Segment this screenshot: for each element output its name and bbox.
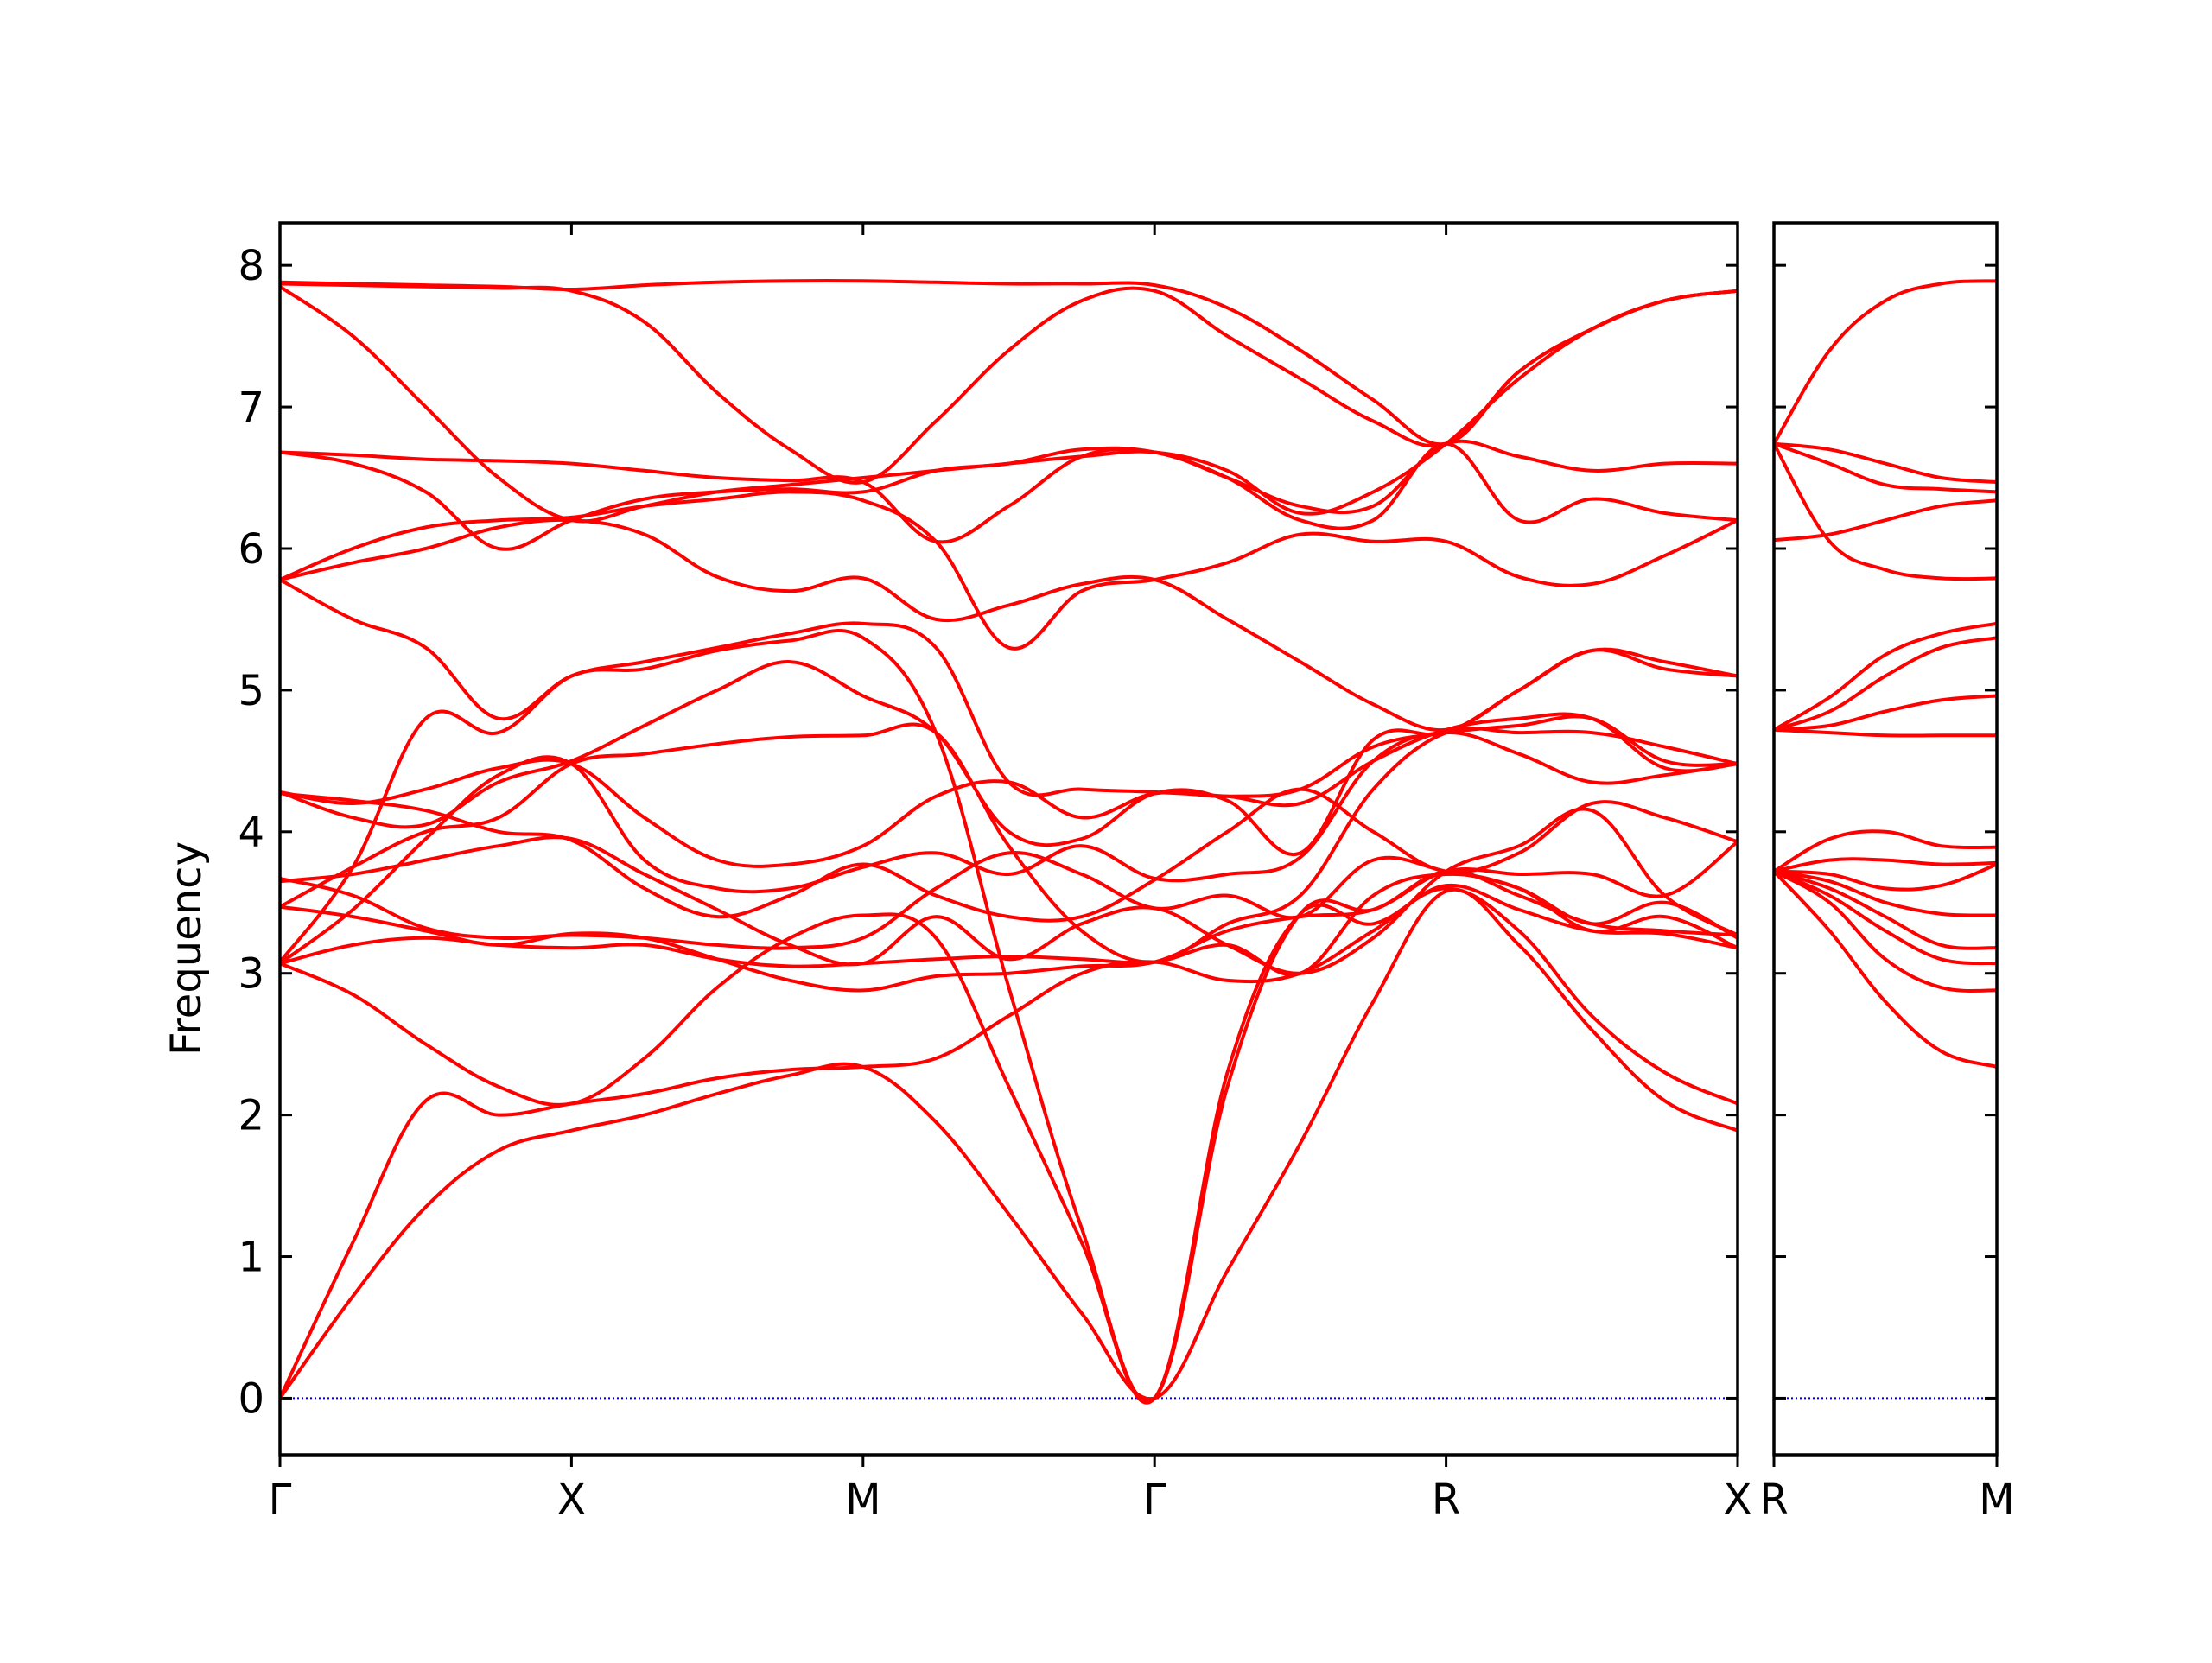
y-tick-label: 3 [238,950,264,999]
y-tick-label: 6 [238,525,264,574]
band-line-1 [1774,869,1997,1069]
band-line-14 [1774,441,1997,581]
band-line-7 [1774,857,1997,873]
y-tick-label: 8 [238,242,264,290]
band-line-16 [280,490,1738,651]
y-tick-label: 2 [238,1092,264,1140]
band-line-11 [280,787,1738,923]
y-tick-label: 7 [238,384,264,432]
band-line-8 [280,807,1738,975]
panel-1: 0 1 2 3 4 5 6 7 8 Γ X M Γ R X [238,221,1752,1524]
x-tick-label: R [1432,1476,1460,1524]
band-line-18 [280,439,1738,544]
band-line-4 [1774,869,1997,950]
band-line-11 [1774,636,1997,732]
band-line-12 [1774,621,1997,732]
y-tick-label: 1 [238,1234,264,1282]
panel-frame [1772,221,1999,1457]
y-tick-label: 5 [238,667,264,715]
x-tick-label: M [845,1476,880,1524]
band-line-3 [280,883,1738,1405]
band-line-3 [1774,869,1997,966]
x-tick-label: R [1759,1476,1788,1524]
band-line-2 [1774,869,1997,993]
band-line-5 [1774,869,1997,917]
band-line-8 [1774,829,1997,873]
band-line-15 [1774,441,1997,494]
band-line-16 [1774,441,1997,484]
band-line-2 [280,886,1738,1400]
band-line-9 [1774,727,1997,738]
band-line-17 [1774,279,1997,446]
y-axis-label: Frequency [162,841,211,1056]
x-tick-label: Γ [1143,1476,1166,1524]
band-line-14 [280,578,1738,808]
x-tick-label: X [557,1476,586,1524]
panel-frame [278,221,1739,1457]
band-line-10 [1774,694,1997,732]
band-line-13 [1774,498,1997,543]
band-line-1 [280,887,1738,1401]
x-tick-label: Γ [269,1476,292,1524]
band-line-10 [280,731,1738,966]
y-tick-label: 0 [238,1374,264,1423]
y-tick-label: 4 [238,809,264,857]
x-tick-label: X [1724,1476,1752,1524]
band-line-6 [1774,862,1997,892]
band-line-9 [280,851,1738,950]
band-line-15 [280,517,1738,733]
x-tick-label: M [1979,1476,2014,1524]
bands-group [1774,279,1997,1069]
bands-group [280,278,1738,1405]
band-line-21 [280,278,1738,447]
band-line-6 [280,840,1738,993]
